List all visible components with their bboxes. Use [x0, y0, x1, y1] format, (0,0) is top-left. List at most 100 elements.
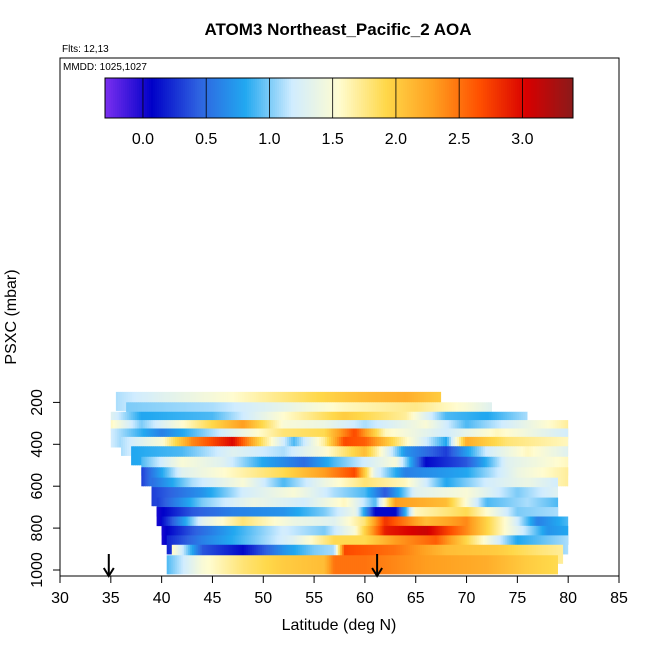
heatmap-cell: [449, 487, 453, 507]
heatmap-cell: [209, 544, 213, 564]
heatmap-cell: [321, 544, 325, 564]
heatmap-cell: [380, 555, 384, 575]
heatmap-cell: [295, 456, 298, 476]
heatmap-cell: [283, 391, 287, 411]
heatmap-cell: [353, 456, 356, 476]
colorbar-swatch: [427, 78, 430, 118]
heatmap-cell: [525, 487, 529, 507]
heatmap-cell: [274, 555, 278, 575]
heatmap-cell: [489, 487, 493, 507]
heatmap-cell: [387, 391, 391, 411]
heatmap-cell: [315, 467, 318, 487]
heatmap-cell: [349, 544, 353, 564]
heatmap-cell: [519, 446, 522, 466]
heatmap-cell: [318, 497, 322, 517]
colorbar-swatch: [455, 78, 458, 118]
heatmap-cell: [501, 467, 504, 487]
heatmap-cell: [315, 446, 318, 466]
heatmap-cell: [232, 497, 236, 517]
colorbar-swatch: [231, 78, 234, 118]
heatmap-cell: [361, 467, 364, 487]
colorbar-swatch: [115, 78, 118, 118]
heatmap-cell: [487, 456, 490, 476]
heatmap-cell: [221, 456, 224, 476]
heatmap-cell: [480, 497, 484, 517]
heatmap-cell: [557, 544, 561, 564]
colorbar-swatch: [221, 78, 224, 118]
heatmap-cell: [419, 487, 423, 507]
heatmap-cell: [151, 456, 154, 476]
colorbar-swatch: [219, 78, 222, 118]
heatmap-cell: [247, 456, 250, 476]
heatmap-cell: [213, 456, 216, 476]
heatmap-cell: [441, 456, 444, 476]
heatmap-cell: [239, 446, 242, 466]
heatmap-cell: [466, 555, 470, 575]
heatmap-cell: [178, 555, 182, 575]
heatmap-cell: [375, 446, 378, 466]
heatmap-cell: [358, 555, 362, 575]
heatmap-cell: [246, 497, 250, 517]
heatmap-cell: [353, 467, 356, 487]
heatmap-cell: [471, 487, 475, 507]
colorbar-swatch: [293, 78, 296, 118]
heatmap-cell: [281, 446, 284, 466]
colorbar-swatch: [175, 78, 178, 118]
heatmap-cell: [153, 467, 156, 487]
heatmap-cell: [550, 555, 554, 575]
heatmap-cell: [342, 555, 346, 575]
colorbar-swatch: [201, 78, 204, 118]
heatmap-cell: [181, 487, 185, 507]
heatmap-cell: [531, 544, 535, 564]
heatmap-cell: [232, 555, 236, 575]
heatmap-cell: [201, 487, 205, 507]
heatmap-cell: [195, 487, 199, 507]
colorbar-swatch: [449, 78, 452, 118]
heatmap-cell: [405, 456, 408, 476]
heatmap-cell: [533, 487, 537, 507]
heatmap-cell: [361, 487, 365, 507]
heatmap-cell: [256, 497, 260, 517]
heatmap-cell: [307, 467, 310, 487]
heatmap-cell: [357, 544, 361, 564]
heatmap-cell: [409, 456, 412, 476]
heatmap-cell: [399, 544, 403, 564]
heatmap-cell: [448, 555, 452, 575]
heatmap-cell: [312, 497, 316, 517]
heatmap-cell: [507, 544, 511, 564]
heatmap-cell: [259, 544, 263, 564]
colorbar-swatch: [567, 78, 570, 118]
heatmap-cell: [212, 497, 216, 517]
heatmap-cell: [547, 446, 550, 466]
heatmap-cell: [313, 446, 316, 466]
heatmap-cell: [307, 391, 311, 411]
colorbar-swatch: [135, 78, 138, 118]
heatmap-row: [171, 544, 564, 564]
heatmap-cell: [161, 391, 165, 411]
heatmap-cell: [215, 456, 218, 476]
heatmap-cell: [231, 446, 234, 466]
colorbar-swatch: [297, 78, 300, 118]
heatmap-cell: [193, 487, 197, 507]
colorbar-swatch: [241, 78, 244, 118]
colorbar-swatch: [227, 78, 230, 118]
heatmap-cell: [286, 497, 290, 517]
heatmap-cell: [316, 497, 320, 517]
heatmap-cell: [117, 391, 121, 411]
heatmap-cell: [205, 467, 208, 487]
heatmap-cell: [443, 446, 446, 466]
heatmap-cell: [491, 446, 494, 466]
heatmap-cell: [349, 487, 353, 507]
heatmap-cell: [322, 497, 326, 517]
heatmap-cell: [309, 446, 312, 466]
heatmap-cell: [337, 467, 340, 487]
heatmap-cell: [413, 467, 416, 487]
heatmap-cell: [538, 497, 542, 517]
heatmap-cell: [324, 497, 328, 517]
colorbar-swatch: [435, 78, 438, 118]
colorbar-swatch: [165, 78, 168, 118]
heatmap-cell: [243, 544, 247, 564]
heatmap-cell: [511, 467, 514, 487]
heatmap-cell: [191, 456, 194, 476]
heatmap-cell: [435, 487, 439, 507]
